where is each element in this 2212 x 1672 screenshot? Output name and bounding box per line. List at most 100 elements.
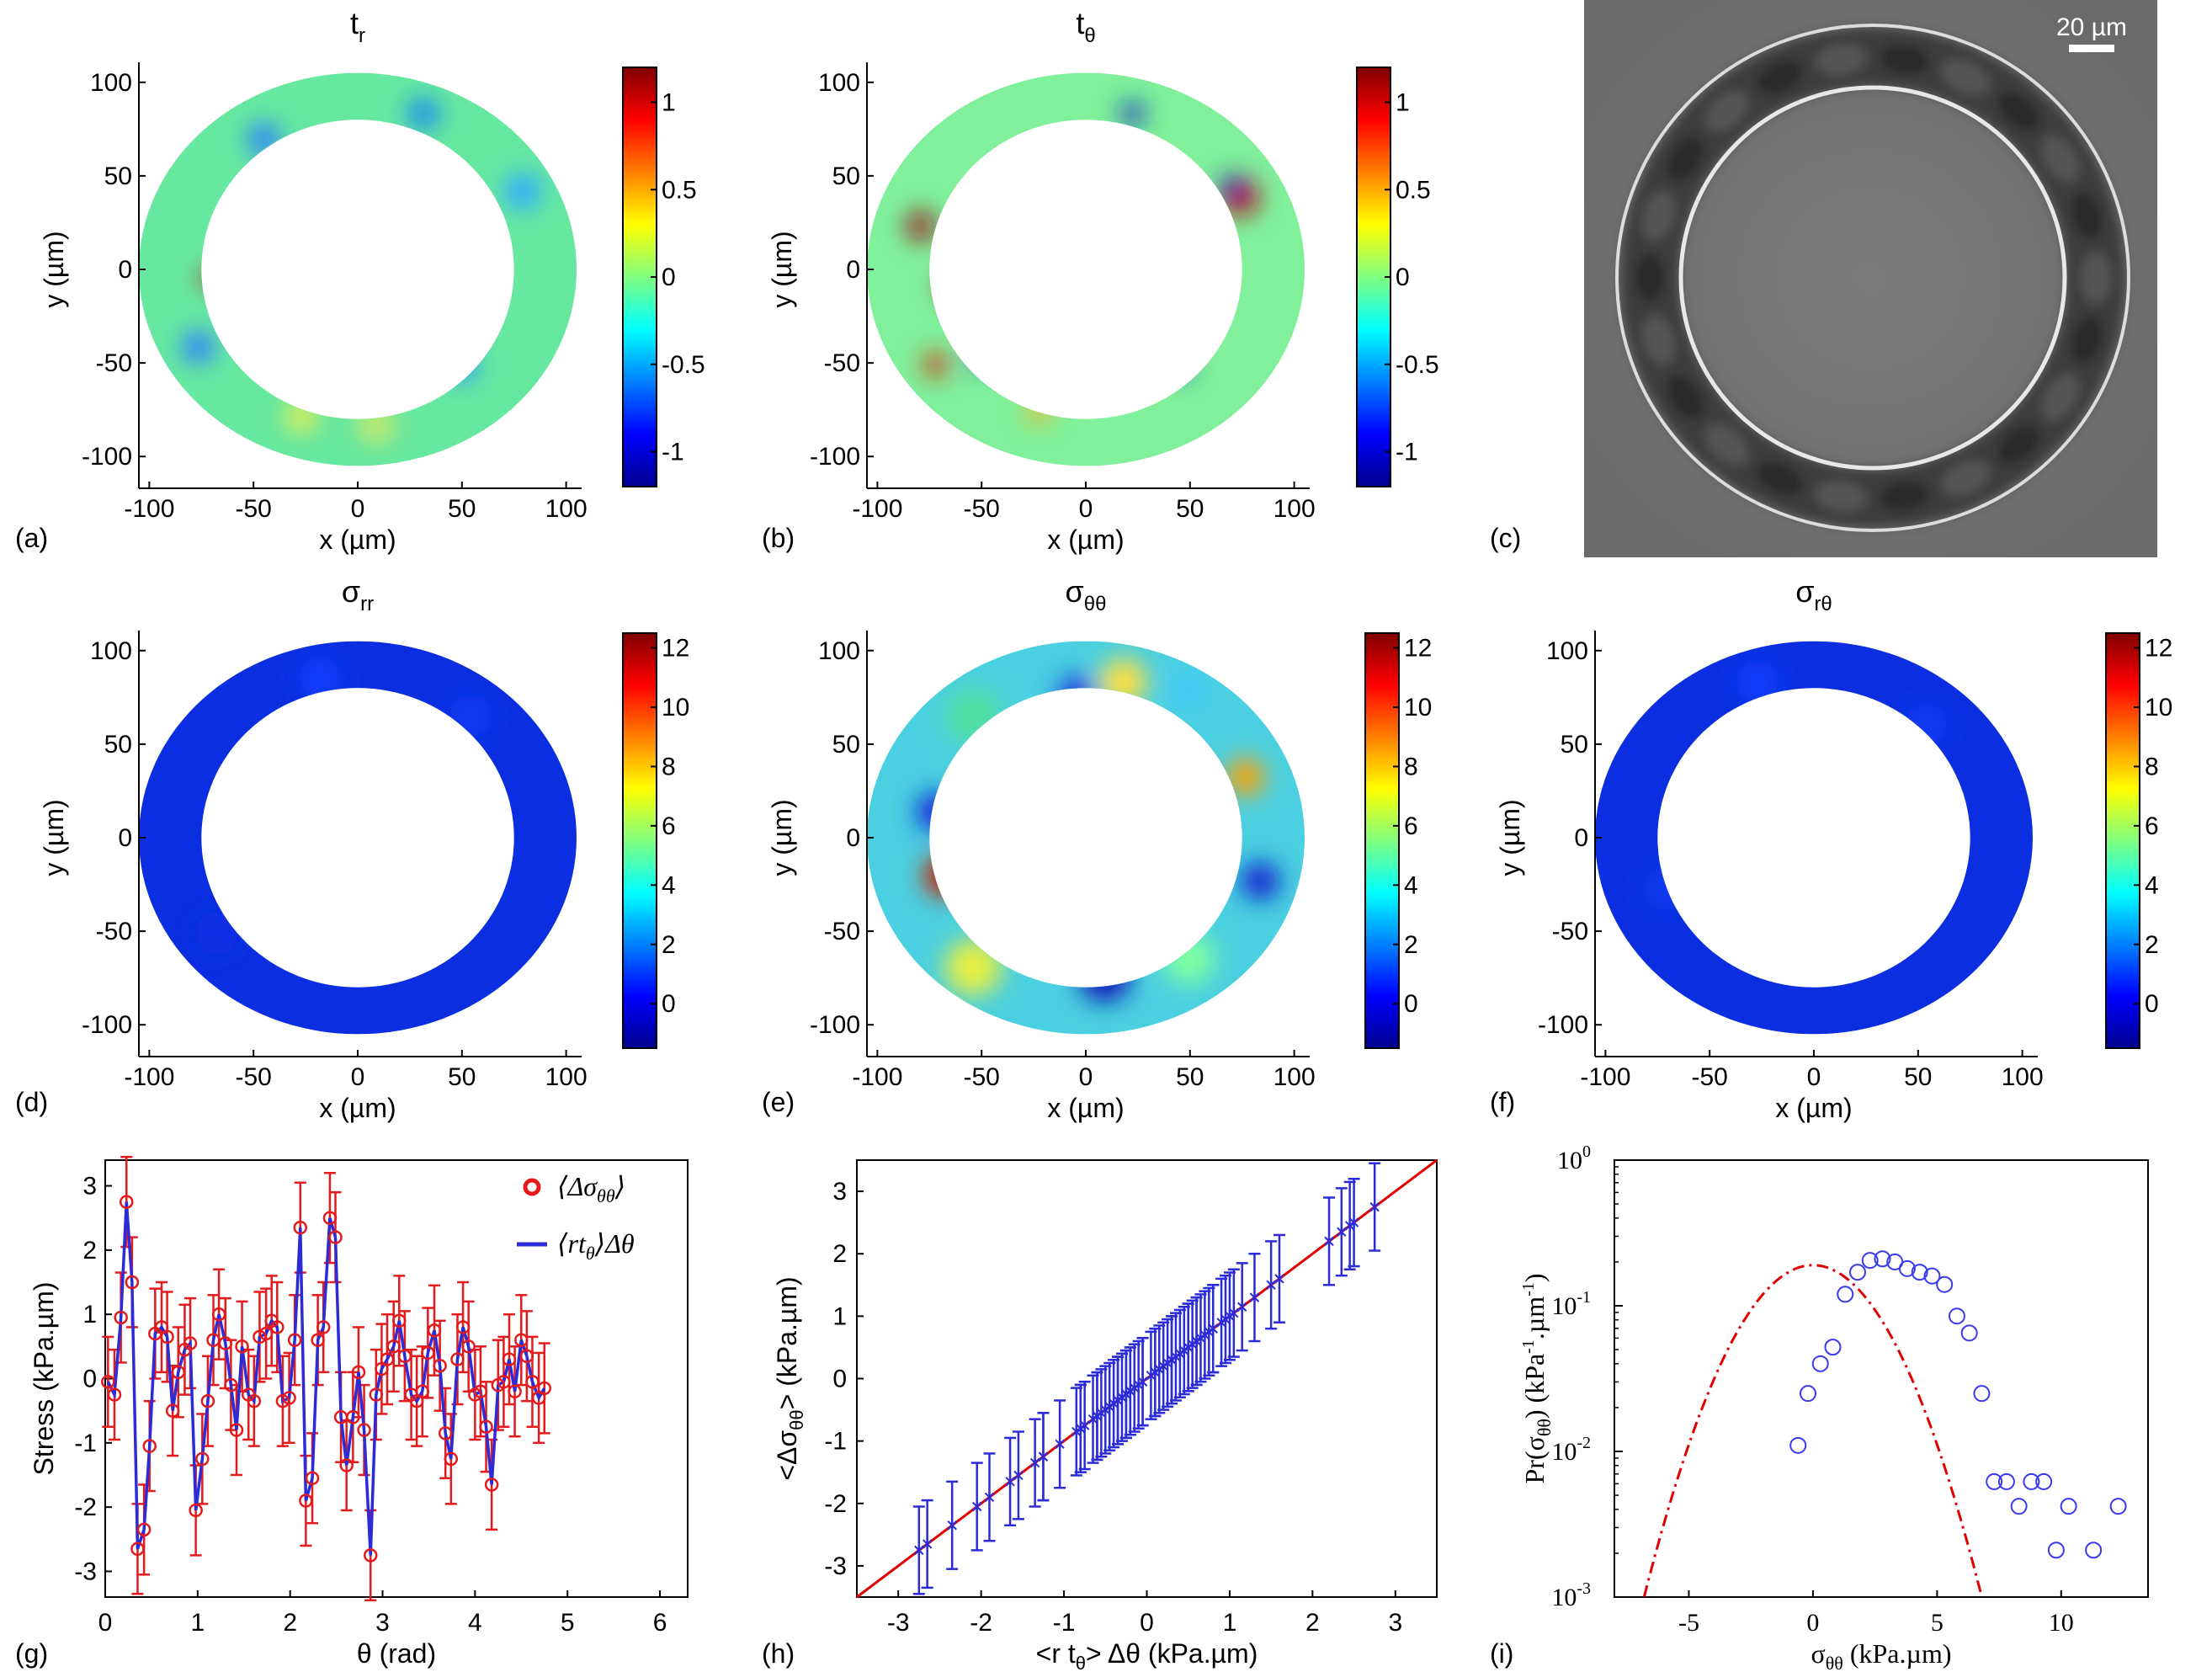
x-tick-label: -5 [1678, 1609, 1699, 1637]
delta-sigma-point [497, 1375, 511, 1389]
data-point [1369, 1201, 1380, 1212]
delta-sigma-point [433, 1358, 447, 1373]
y-tick-label: 10-2 [1551, 1434, 1591, 1466]
delta-sigma-point [287, 1333, 302, 1347]
data-point [922, 1539, 933, 1549]
x-tick-label: 0 [351, 1063, 365, 1091]
y-tick-label: 100 [90, 637, 132, 665]
delta-sigma-point [275, 1393, 290, 1408]
colorbar-tick-label: 4 [1404, 871, 1418, 899]
distribution-point [2010, 1498, 2028, 1515]
y-tick-label: 100 [818, 637, 860, 665]
y-tick-label: 0 [1574, 824, 1588, 852]
x-tick-label: 2 [1305, 1609, 1320, 1637]
y-tick-label: 10-3 [1551, 1579, 1591, 1611]
data-point [914, 1545, 924, 1556]
y-axis-label: y (µm) [1495, 799, 1525, 876]
delta-sigma-point [346, 1410, 360, 1424]
y-tick-label: -1 [74, 1430, 97, 1457]
data-point [1013, 1470, 1024, 1481]
y-tick-label: -50 [1552, 918, 1588, 945]
delta-sigma-point [229, 1423, 244, 1437]
delta-sigma-point [107, 1387, 122, 1402]
x-tick-label: -100 [852, 495, 902, 523]
y-tick-label: 50 [104, 162, 132, 190]
delta-sigma-point [502, 1352, 517, 1366]
panel-title: tr [350, 6, 365, 47]
delta-sigma-point [120, 1195, 134, 1209]
colorbar-tick-label: 4 [2145, 871, 2159, 899]
distribution-point [1848, 1264, 1866, 1281]
colorbar-tick-label: 10 [1404, 694, 1432, 722]
distribution-point [2085, 1542, 2103, 1559]
y-tick-label: 50 [832, 731, 860, 759]
data-point [1029, 1457, 1040, 1468]
y-tick-label: 10-1 [1551, 1288, 1591, 1320]
distribution-point [1824, 1339, 1842, 1356]
delta-sigma-point [224, 1377, 238, 1392]
delta-sigma-point [444, 1451, 459, 1467]
micrograph-panel: 20 µm [1584, 0, 2157, 557]
map-panel-a: -100 -50 0 50 100 100 50 0 -50 -100 x (µm) y (µm) tr… [39, 6, 705, 555]
legend-label: ⟨Δσθθ⟩ [557, 1171, 625, 1206]
y-tick-label: -100 [82, 443, 132, 471]
y-tick-label: 2 [832, 1240, 847, 1268]
delta-sigma-point [270, 1320, 284, 1334]
x-tick-label: -50 [964, 495, 1000, 523]
distribution-point [1837, 1286, 1854, 1303]
y-tick-label: 0 [82, 1366, 97, 1393]
delta-sigma-point [114, 1310, 128, 1325]
panel-label: (i) [1490, 1638, 1513, 1669]
delta-sigma-point [195, 1451, 210, 1467]
distribution-point [1936, 1275, 1954, 1293]
colorbar-tick-label: 0.5 [1396, 176, 1431, 204]
data-point [1324, 1236, 1334, 1247]
y-tick-label: 0 [118, 824, 132, 852]
y-axis-label: y (µm) [39, 799, 69, 876]
x-tick-label: -50 [964, 1063, 1000, 1091]
delta-sigma-point [142, 1439, 157, 1453]
annulus-field [867, 641, 1305, 1035]
y-tick-label: 1 [82, 1301, 97, 1329]
delta-sigma-point [415, 1384, 430, 1399]
delta-sigma-point [235, 1339, 249, 1354]
distribution-point [2023, 1472, 2040, 1490]
y-tick-label: -50 [824, 349, 860, 377]
annulus-field [139, 72, 577, 466]
colorbar-tick-label: 1 [1396, 89, 1410, 117]
series-rt-theta-line [106, 1201, 546, 1556]
distribution-point [1923, 1267, 1941, 1285]
x-tick-label: -100 [124, 495, 174, 523]
x-tick-label: 5 [1931, 1609, 1943, 1637]
legend-label: ⟨rtθ⟩Δθ [557, 1228, 635, 1264]
colorbar-tick-label: 12 [2145, 635, 2172, 663]
x-tick-label: 10 [2049, 1609, 2074, 1637]
distribution-point [1861, 1252, 1879, 1270]
delta-sigma-point [525, 1375, 540, 1389]
x-tick-label: 0 [1079, 1063, 1093, 1091]
y-tick-label: -100 [82, 1011, 132, 1039]
panel-label: (g) [15, 1638, 48, 1669]
data-point [1208, 1323, 1218, 1334]
delta-sigma-point [328, 1230, 343, 1244]
panel-title: σrθ [1795, 574, 1832, 615]
delta-sigma-point [392, 1313, 407, 1329]
distribution-point [2109, 1498, 2127, 1515]
title-subscript: rθ [1814, 593, 1832, 615]
annulus-field [1595, 641, 2033, 1035]
y-tick-label: 50 [832, 162, 860, 190]
panel-label: (f) [1490, 1087, 1515, 1117]
delta-sigma-point [183, 1336, 198, 1350]
x-tick-label: 100 [1273, 1063, 1316, 1091]
colorbar-tick-label: 6 [662, 812, 676, 840]
cell-ring [1620, 28, 2125, 528]
distribution-point [1811, 1355, 1829, 1372]
panel-label: (h) [762, 1638, 795, 1669]
colorbar-tick-label: 0 [662, 264, 676, 291]
data-point [1274, 1274, 1284, 1284]
colorbar-tick-label: 2 [662, 931, 676, 959]
data-point [1055, 1439, 1065, 1450]
legend: ⟨Δσθθ⟩ ⟨rtθ⟩Δθ [517, 1171, 635, 1264]
data-point [1266, 1280, 1276, 1290]
